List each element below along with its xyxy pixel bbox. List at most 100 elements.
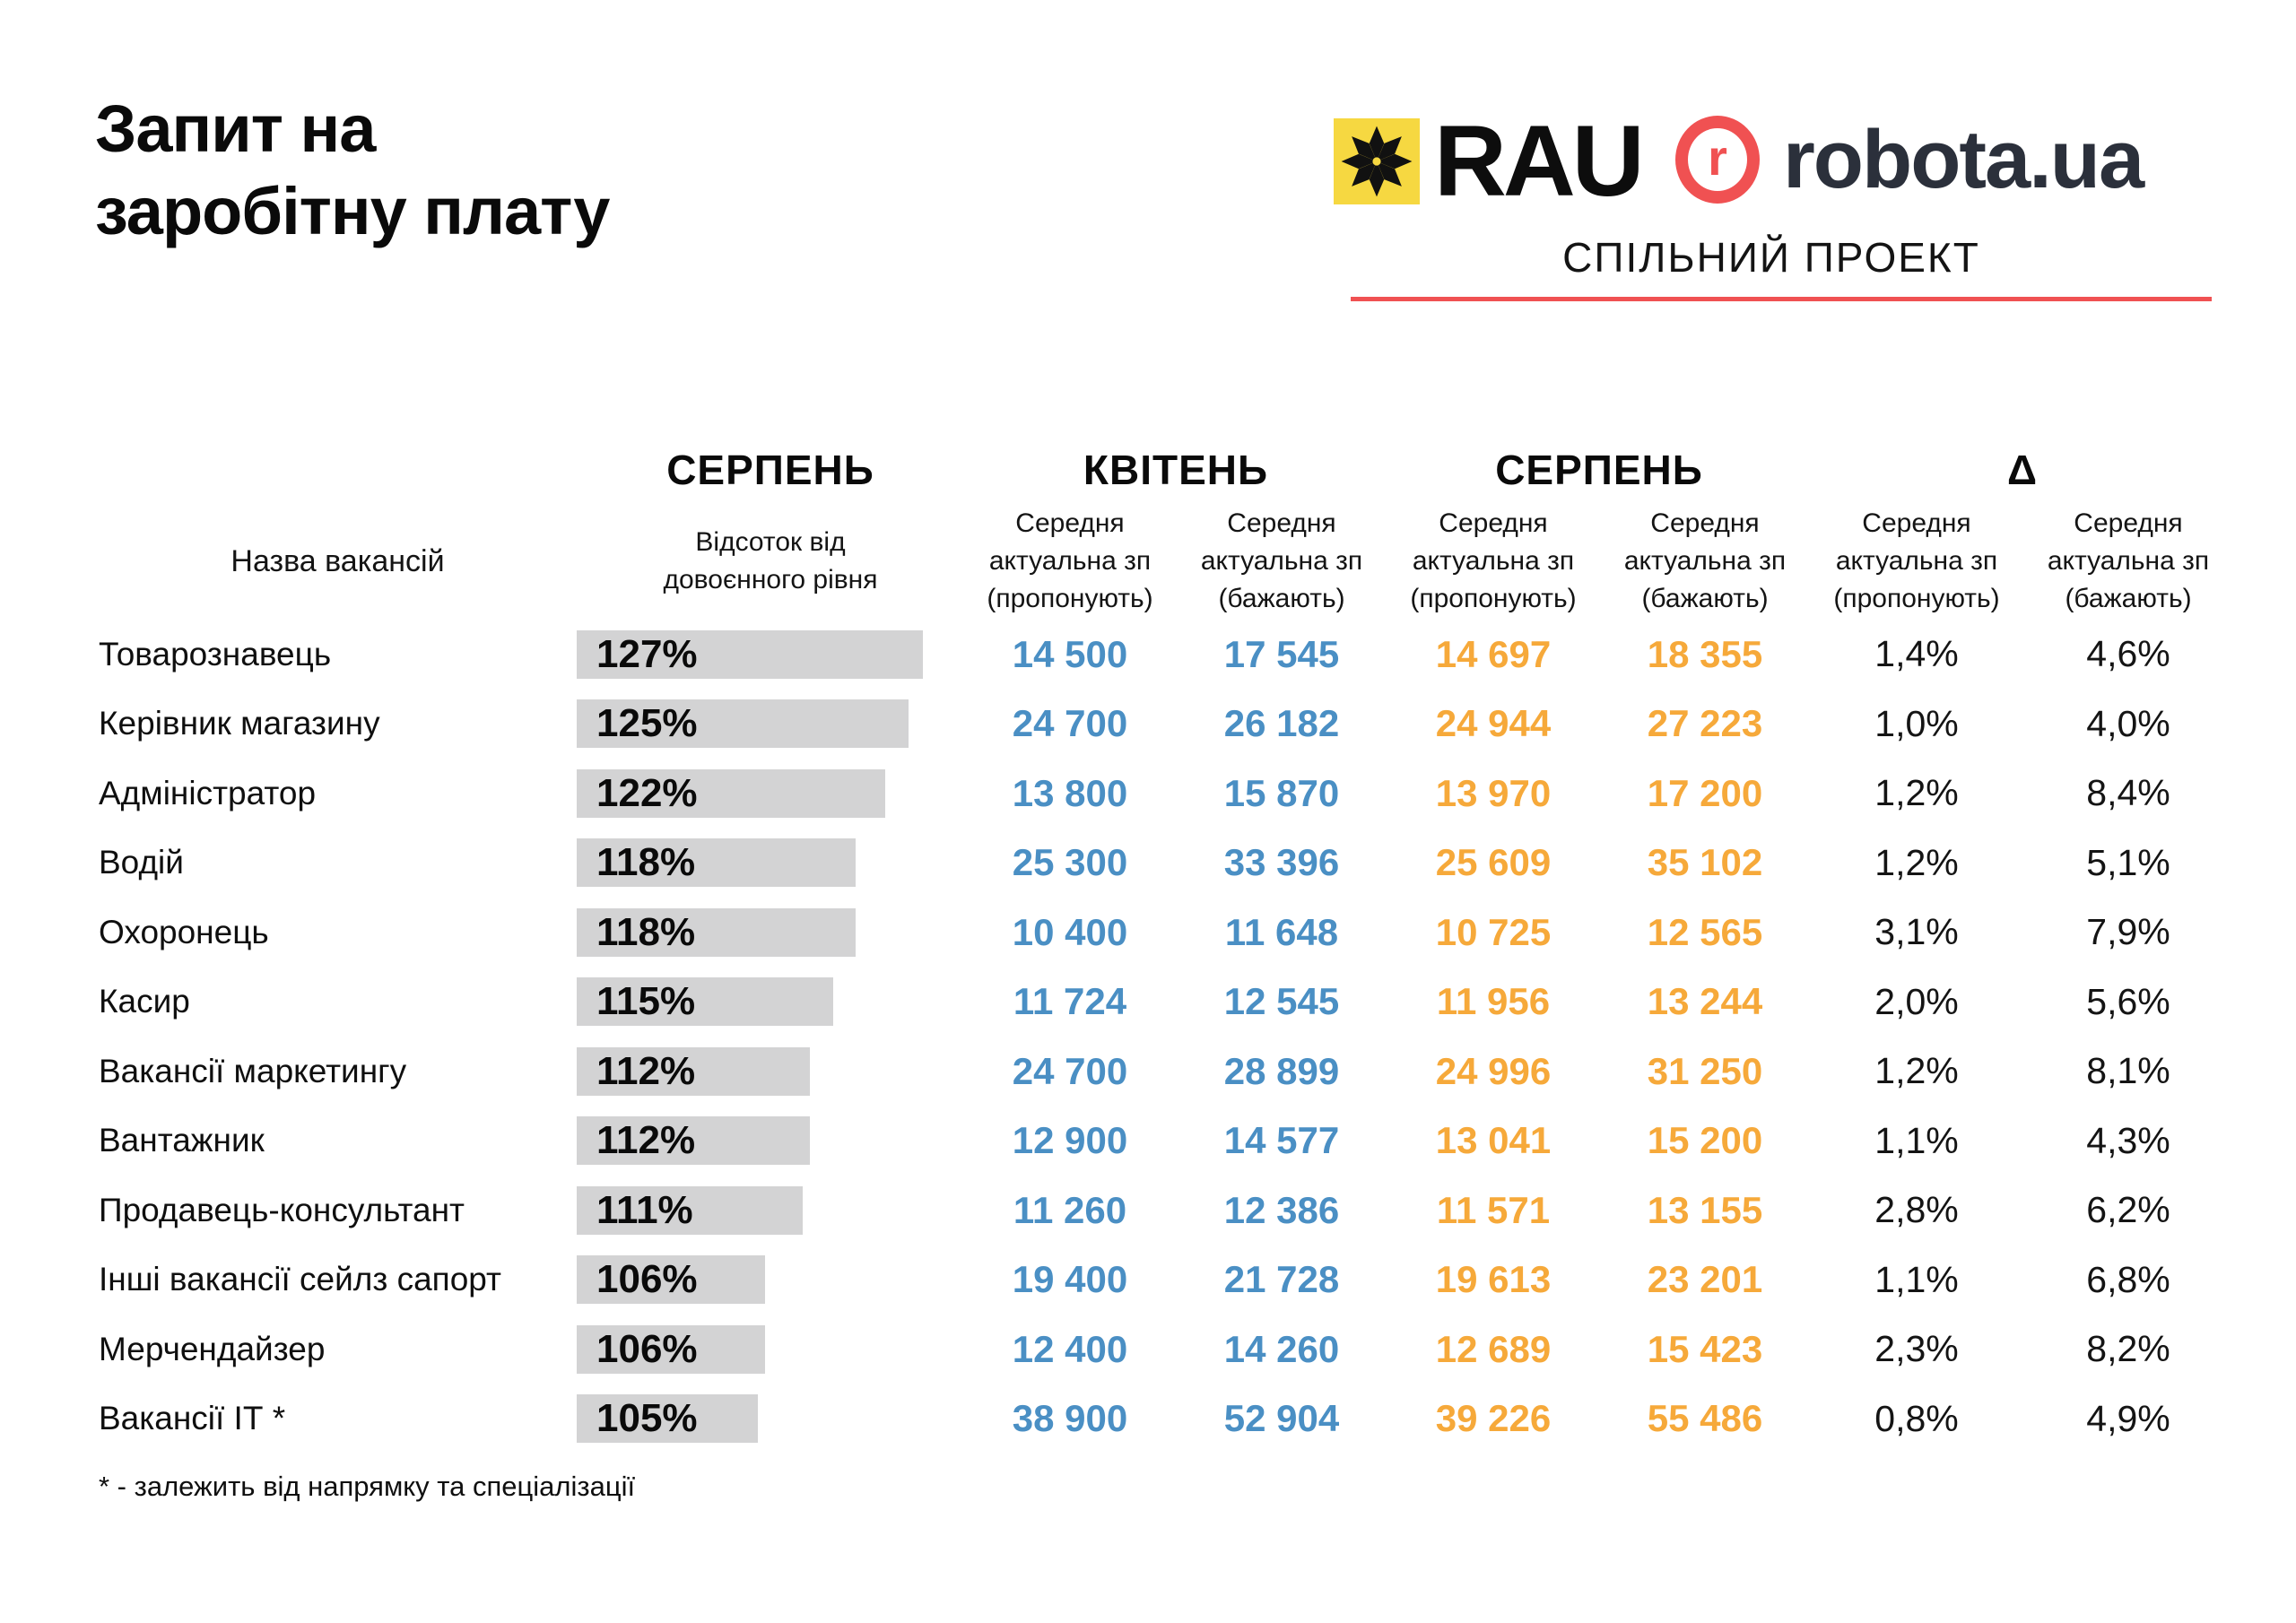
table-row: Продавець-консультант 111% 11 260 12 386… bbox=[0, 1176, 2296, 1245]
delta-desired-value: 7,9% bbox=[2086, 911, 2170, 953]
april-desired-value: 12 386 bbox=[1223, 1188, 1340, 1231]
column-header-prewar-percent: Відсоток від довоєнного рівня bbox=[663, 527, 878, 595]
column-header-job-name: Назва вакансій bbox=[230, 543, 445, 578]
august-desired-value: 35 102 bbox=[1647, 841, 1763, 884]
robota-r-icon: r bbox=[1675, 116, 1760, 204]
delta-offered-value: 2,0% bbox=[1874, 980, 1959, 1022]
job-name: Керівник магазину bbox=[99, 705, 380, 742]
delta-offered-value: 1,1% bbox=[1874, 1119, 1959, 1161]
job-name: Інші вакансії сейлз сапорт bbox=[99, 1261, 501, 1298]
april-offered-value: 10 400 bbox=[1012, 910, 1128, 953]
page-title: Запит на заробітну плату bbox=[95, 91, 610, 248]
august-desired-value: 27 223 bbox=[1647, 702, 1763, 745]
august-desired-value: 13 244 bbox=[1647, 980, 1763, 1023]
percent-bar: 125% bbox=[577, 699, 909, 749]
delta-desired-value: 4,3% bbox=[2086, 1119, 2170, 1161]
april-desired-value: 14 260 bbox=[1223, 1327, 1340, 1370]
april-desired-value: 11 648 bbox=[1224, 910, 1339, 953]
delta-offered-value: 3,1% bbox=[1874, 911, 1959, 953]
percent-bar: 118% bbox=[577, 838, 856, 888]
percent-bar-cell: 115% bbox=[577, 977, 964, 1027]
table-row: Мерчендайзер 106% 12 400 14 260 12 689 1… bbox=[0, 1315, 2296, 1384]
april-desired-value: 33 396 bbox=[1223, 841, 1340, 884]
delta-offered-value: 2,3% bbox=[1874, 1328, 1959, 1370]
percent-bar-cell: 125% bbox=[577, 699, 964, 749]
august-offered-value: 10 725 bbox=[1435, 910, 1552, 953]
april-desired-value: 12 545 bbox=[1223, 980, 1340, 1023]
april-desired-value: 28 899 bbox=[1223, 1049, 1340, 1092]
percent-label: 125% bbox=[596, 701, 698, 746]
column-header-delta-desired: Середня актуальна зп (бажають) bbox=[2047, 508, 2210, 613]
delta-offered-value: 1,1% bbox=[1874, 1258, 1959, 1300]
column-header-august-offered: Середня актуальна зп (пропонують) bbox=[1410, 508, 1577, 613]
delta-desired-value: 8,2% bbox=[2086, 1328, 2170, 1370]
job-name: Вантажник bbox=[99, 1122, 265, 1159]
percent-bar-cell: 118% bbox=[577, 907, 964, 957]
august-offered-value: 14 697 bbox=[1435, 632, 1552, 675]
percent-bar-cell: 112% bbox=[577, 1046, 964, 1096]
august-desired-value: 12 565 bbox=[1647, 910, 1763, 953]
column-header-august-desired: Середня актуальна зп (бажають) bbox=[1623, 508, 1787, 613]
robota-logo: r robota.ua bbox=[1675, 115, 2144, 204]
percent-label: 118% bbox=[596, 840, 696, 885]
percent-label: 106% bbox=[596, 1257, 698, 1302]
percent-bar: 111% bbox=[577, 1185, 803, 1235]
percent-bar: 115% bbox=[577, 977, 833, 1027]
table-row: Вантажник 112% 12 900 14 577 13 041 15 2… bbox=[0, 1107, 2296, 1176]
table-row: Вакансії маркетингу 112% 24 700 28 899 2… bbox=[0, 1037, 2296, 1107]
percent-bar-cell: 112% bbox=[577, 1116, 964, 1166]
delta-offered-value: 2,8% bbox=[1874, 1189, 1959, 1231]
august-desired-value: 55 486 bbox=[1647, 1397, 1763, 1440]
percent-bar-cell: 106% bbox=[577, 1324, 964, 1374]
column-header-delta-offered: Середня актуальна зп (пропонують) bbox=[1833, 508, 2000, 613]
delta-desired-value: 4,9% bbox=[2086, 1397, 2170, 1439]
table-row: Адміністратор 122% 13 800 15 870 13 970 … bbox=[0, 759, 2296, 829]
delta-desired-value: 4,6% bbox=[2086, 633, 2170, 675]
august-offered-value: 25 609 bbox=[1435, 841, 1552, 884]
april-offered-value: 12 400 bbox=[1012, 1327, 1128, 1370]
august-desired-value: 18 355 bbox=[1647, 632, 1763, 675]
april-offered-value: 38 900 bbox=[1012, 1397, 1128, 1440]
april-offered-value: 24 700 bbox=[1012, 1049, 1128, 1092]
table-header: СЕРПЕНЬ КВІТЕНЬ СЕРПЕНЬ Δ Назва вакансій… bbox=[0, 436, 2296, 620]
april-offered-value: 11 260 bbox=[1013, 1188, 1127, 1231]
percent-bar: 106% bbox=[577, 1255, 765, 1305]
job-name: Вакансії ІТ * bbox=[99, 1400, 286, 1437]
april-offered-value: 14 500 bbox=[1012, 632, 1128, 675]
august-desired-value: 23 201 bbox=[1647, 1258, 1763, 1301]
red-divider bbox=[1351, 297, 2212, 301]
job-name: Мерчендайзер bbox=[99, 1330, 326, 1367]
august-desired-value: 17 200 bbox=[1647, 771, 1763, 814]
percent-label: 112% bbox=[596, 1048, 696, 1093]
percent-bar-cell: 118% bbox=[577, 838, 964, 888]
delta-offered-value: 1,2% bbox=[1874, 1050, 1959, 1092]
percent-bar: 106% bbox=[577, 1324, 765, 1374]
percent-bar: 122% bbox=[577, 768, 886, 818]
delta-desired-value: 5,6% bbox=[2086, 980, 2170, 1022]
april-desired-value: 17 545 bbox=[1223, 632, 1340, 675]
delta-offered-value: 1,2% bbox=[1874, 772, 1959, 814]
rau-logo-text: RAU bbox=[1434, 105, 1645, 217]
group-header-august-2: СЕРПЕНЬ bbox=[1495, 446, 1703, 493]
august-offered-value: 24 944 bbox=[1435, 702, 1552, 745]
group-header-april: КВІТЕНЬ bbox=[1083, 446, 1269, 493]
august-offered-value: 13 970 bbox=[1435, 771, 1552, 814]
april-offered-value: 12 900 bbox=[1012, 1119, 1128, 1162]
percent-bar: 112% bbox=[577, 1116, 811, 1166]
percent-bar: 112% bbox=[577, 1046, 811, 1096]
group-header-august-1: СЕРПЕНЬ bbox=[666, 446, 874, 493]
august-offered-value: 11 571 bbox=[1436, 1188, 1551, 1231]
percent-label: 111% bbox=[596, 1187, 693, 1232]
eight-point-star-icon bbox=[1341, 126, 1413, 197]
table-row: Вакансії ІТ * 105% 38 900 52 904 39 226 … bbox=[0, 1384, 2296, 1454]
percent-bar: 105% bbox=[577, 1394, 758, 1444]
table-body: Товарознавець 127% 14 500 17 545 14 697 … bbox=[0, 620, 2296, 1454]
august-offered-value: 13 041 bbox=[1435, 1119, 1552, 1162]
percent-label: 106% bbox=[596, 1326, 698, 1371]
rau-logo: RAU bbox=[1334, 105, 1645, 217]
percent-bar-cell: 106% bbox=[577, 1255, 964, 1305]
delta-desired-value: 6,2% bbox=[2086, 1189, 2170, 1231]
column-header-april-desired: Середня актуальна зп (бажають) bbox=[1200, 508, 1363, 613]
april-desired-value: 52 904 bbox=[1223, 1397, 1340, 1440]
rau-star-icon bbox=[1334, 118, 1420, 204]
